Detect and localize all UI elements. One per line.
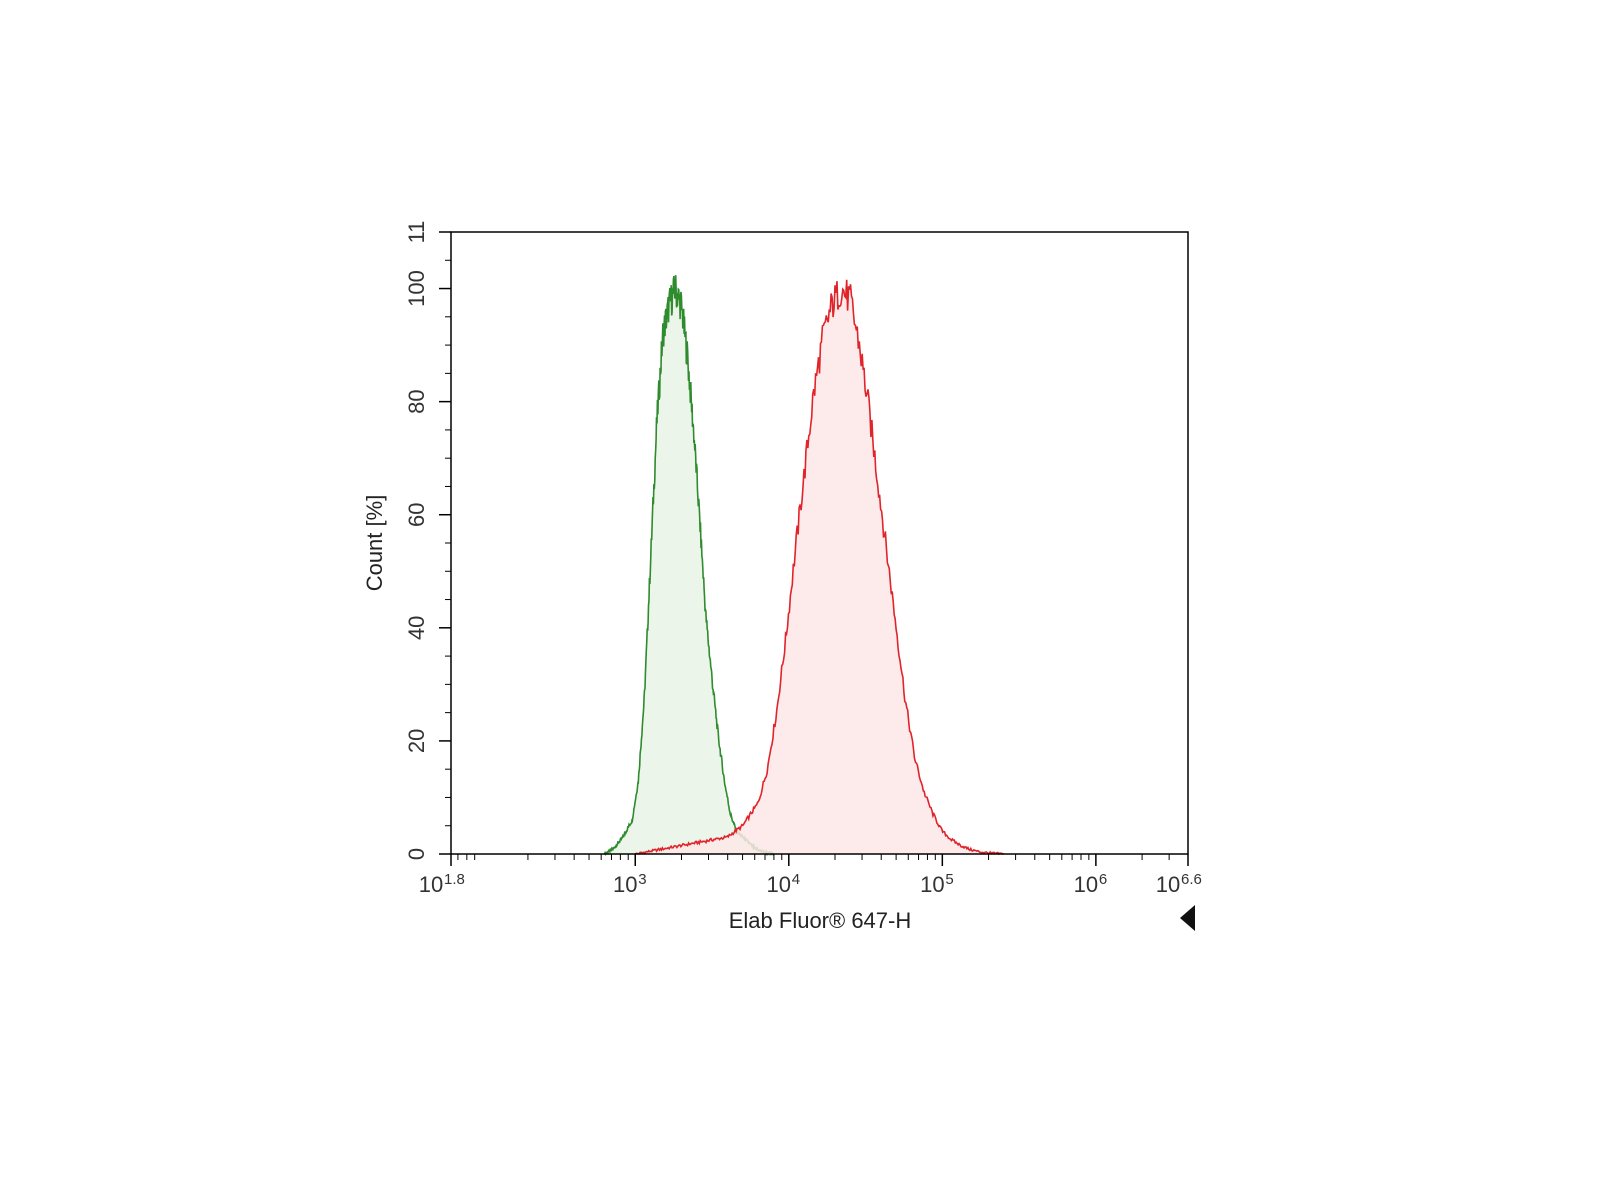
y-tick-label: 100 <box>404 270 429 307</box>
series-2-fill <box>635 279 1004 854</box>
series-1-fill <box>604 275 774 855</box>
x-tick-label-base: 10 <box>613 872 637 897</box>
y-tick-label: 0 <box>404 848 429 860</box>
x-tick-label-base: 10 <box>1156 872 1180 897</box>
x-tick-label-base: 10 <box>920 872 944 897</box>
x-tick-label-base: 10 <box>419 872 443 897</box>
y-tick-label: 40 <box>404 616 429 640</box>
y-tick-label: 80 <box>404 389 429 413</box>
x-tick-label-base: 10 <box>1074 872 1098 897</box>
x-tick-label-exponent: 4 <box>792 871 800 888</box>
x-tick-label-exponent: 6.6 <box>1181 871 1202 888</box>
x-tick-label-base: 10 <box>767 872 791 897</box>
x-axis-title: Elab Fluor® 647-H <box>729 908 912 933</box>
x-tick-label-exponent: 1.8 <box>444 871 465 888</box>
axis-arrow-icon[interactable] <box>1180 905 1195 931</box>
x-tick-label-exponent: 3 <box>638 871 646 888</box>
y-tick-label: 60 <box>404 502 429 526</box>
x-tick-label-exponent: 5 <box>945 871 953 888</box>
y-tick-label: 20 <box>404 729 429 753</box>
series-2-line <box>634 279 1005 856</box>
y-axis-title: Count [%] <box>362 495 387 592</box>
y-tick-label: 11 <box>404 221 429 244</box>
series-layer <box>603 275 1005 857</box>
x-tick-label-exponent: 6 <box>1099 871 1107 888</box>
